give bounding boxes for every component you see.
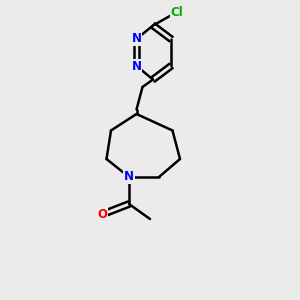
Text: Cl: Cl xyxy=(171,5,183,19)
Text: N: N xyxy=(131,59,142,73)
Text: N: N xyxy=(131,32,142,46)
Text: N: N xyxy=(124,170,134,184)
Text: O: O xyxy=(97,208,107,221)
